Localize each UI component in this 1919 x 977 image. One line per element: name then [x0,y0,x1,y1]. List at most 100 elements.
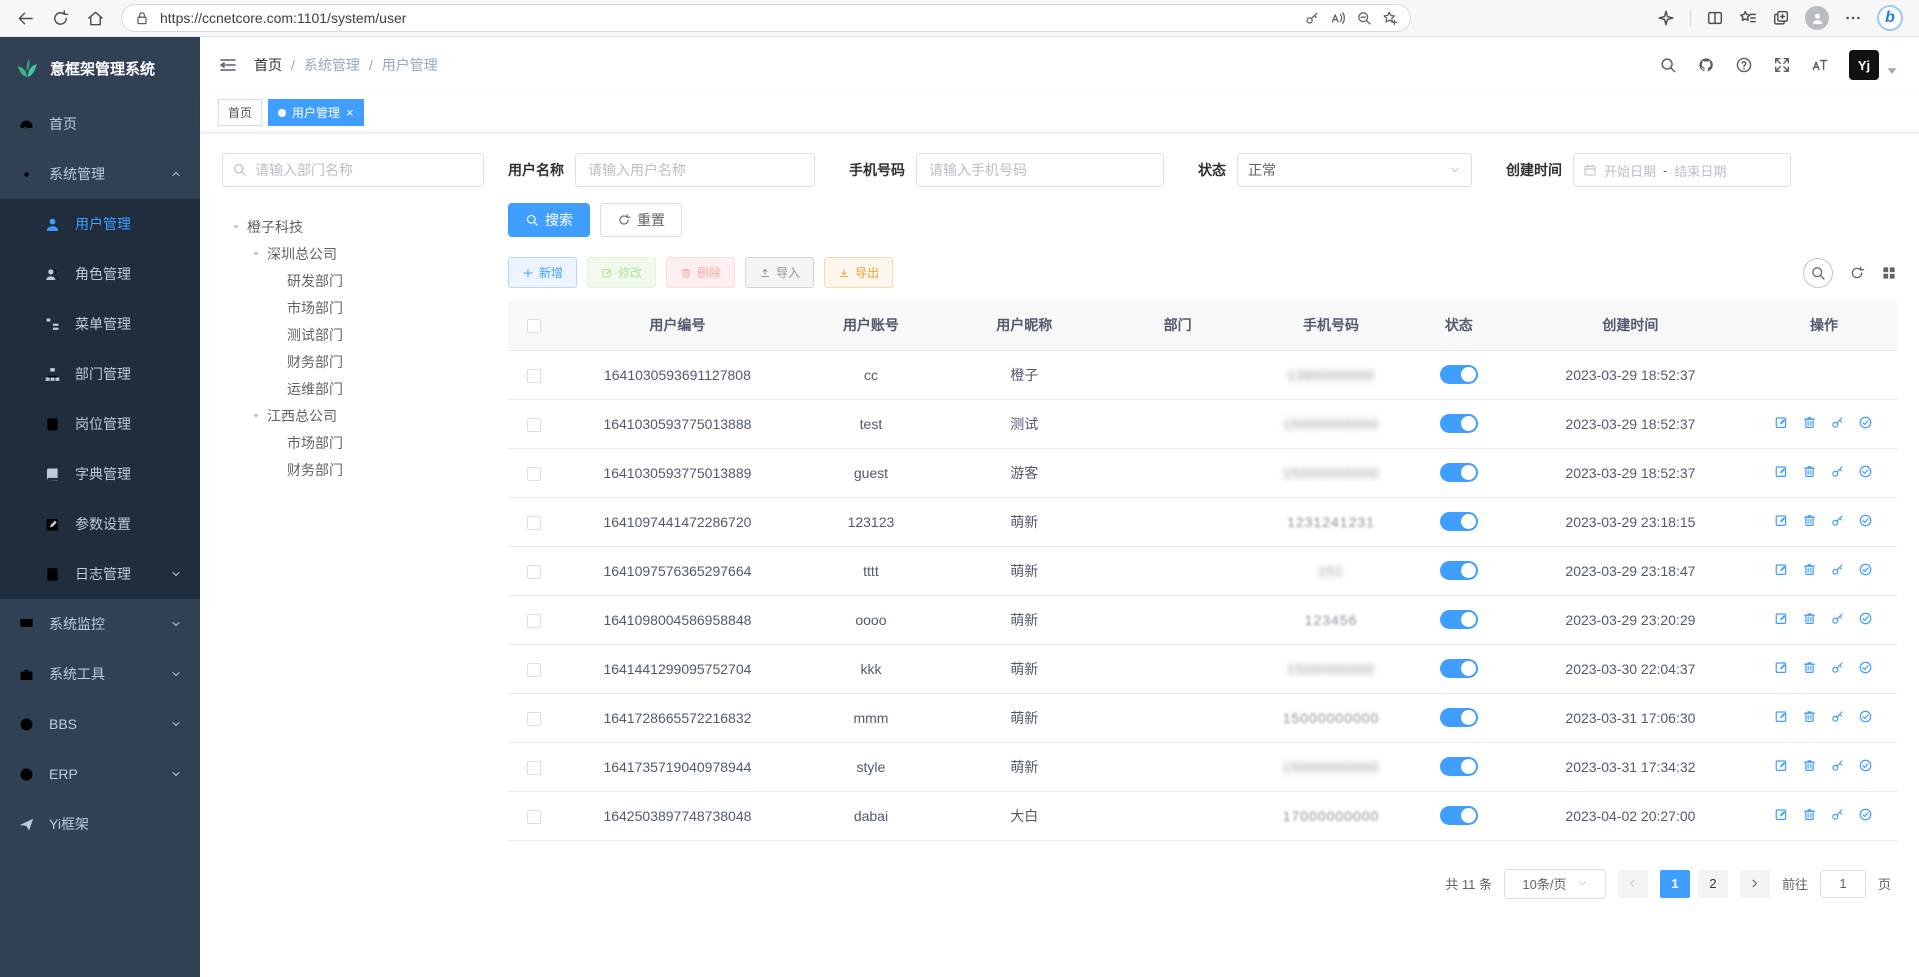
sidebar-item-系统工具[interactable]: 系统工具 [0,649,200,699]
status-select[interactable]: 正常 [1237,153,1472,187]
assign-role-icon[interactable] [1858,513,1873,528]
sidebar-item-用户管理[interactable]: 用户管理 [0,199,200,249]
refresh-table-icon[interactable] [1849,265,1865,281]
row-checkbox[interactable] [527,613,542,628]
tree-node-财务部门[interactable]: 财务部门 [222,348,484,375]
sidebar-item-日志管理[interactable]: 日志管理 [0,549,200,599]
assign-role-icon[interactable] [1858,562,1873,577]
assign-role-icon[interactable] [1858,611,1873,626]
split-screen-icon[interactable] [1706,9,1724,27]
edit-row-icon[interactable] [1774,611,1789,626]
search-toggle-icon[interactable] [1803,257,1833,288]
more-menu-icon[interactable] [1844,9,1862,27]
tab-user-management[interactable]: 用户管理 × [268,99,364,126]
close-tab-icon[interactable]: × [346,105,354,120]
sidebar-item-ERP[interactable]: ERP [0,749,200,799]
username-input[interactable] [575,153,815,187]
row-checkbox[interactable] [527,662,542,677]
date-end-placeholder[interactable]: 结束日期 [1674,163,1727,179]
delete-row-icon[interactable] [1802,611,1817,626]
edit-row-icon[interactable] [1774,562,1789,577]
row-checkbox[interactable] [527,711,542,726]
assign-role-icon[interactable] [1858,709,1873,724]
user-avatar[interactable]: Yj [1849,50,1879,80]
goto-page-input[interactable] [1819,869,1866,898]
row-checkbox[interactable] [527,564,542,579]
status-toggle[interactable] [1439,757,1478,776]
breadcrumb-home[interactable]: 首页 [254,57,282,73]
reset-password-icon[interactable] [1830,758,1845,773]
add-button[interactable]: 新增 [508,257,578,288]
assign-role-icon[interactable] [1858,807,1873,822]
tree-node-深圳总公司[interactable]: 深圳总公司 [222,240,484,267]
url-text[interactable]: https://ccnetcore.com:1101/system/user [160,10,407,26]
read-aloud-icon[interactable] [1330,10,1346,26]
tree-node-江西总公司[interactable]: 江西总公司 [222,402,484,429]
password-key-icon[interactable] [1304,10,1320,26]
edit-row-icon[interactable] [1774,660,1789,675]
sidebar-item-Yi框架[interactable]: Yi框架 [0,799,200,849]
browser-profile-avatar[interactable] [1805,6,1829,30]
reset-password-icon[interactable] [1830,464,1845,479]
tree-node-测试部门[interactable]: 测试部门 [222,321,484,348]
tree-node-市场部门[interactable]: 市场部门 [222,294,484,321]
shield-sparkle-icon[interactable] [1657,9,1675,27]
dept-search-input[interactable] [222,153,484,187]
sidebar-toggle-icon[interactable] [218,55,238,75]
phone-input[interactable] [916,153,1164,187]
tree-node-橙子科技[interactable]: 橙子科技 [222,213,484,240]
select-all-checkbox[interactable] [527,319,542,334]
browser-refresh-button[interactable] [51,9,70,28]
search-button[interactable]: 搜索 [508,203,590,237]
tree-node-运维部门[interactable]: 运维部门 [222,375,484,402]
page-button-1[interactable]: 1 [1659,869,1690,898]
column-settings-icon[interactable] [1881,265,1897,281]
export-button[interactable]: 导出 [824,257,894,288]
fullscreen-icon[interactable] [1773,56,1791,74]
sidebar-item-系统监控[interactable]: 系统监控 [0,599,200,649]
prev-page-button[interactable] [1617,869,1648,898]
address-bar[interactable]: https://ccnetcore.com:1101/system/user [121,4,1411,32]
edit-row-icon[interactable] [1774,758,1789,773]
sidebar-item-字典管理[interactable]: 字典管理 [0,449,200,499]
edit-row-icon[interactable] [1774,807,1789,822]
edit-row-icon[interactable] [1774,415,1789,430]
sidebar-item-岗位管理[interactable]: 岗位管理 [0,399,200,449]
reset-password-icon[interactable] [1830,660,1845,675]
sidebar-item-BBS[interactable]: BBS [0,699,200,749]
bing-copilot-icon[interactable]: b [1877,5,1903,31]
delete-row-icon[interactable] [1802,513,1817,528]
reset-password-icon[interactable] [1830,562,1845,577]
delete-row-icon[interactable] [1802,758,1817,773]
delete-row-icon[interactable] [1802,415,1817,430]
assign-role-icon[interactable] [1858,415,1873,430]
sidebar-item-系统管理[interactable]: 系统管理 [0,149,200,199]
sidebar-item-菜单管理[interactable]: 菜单管理 [0,299,200,349]
breadcrumb-system[interactable]: 系统管理 [303,57,360,73]
favorites-list-icon[interactable] [1739,9,1757,27]
reset-password-icon[interactable] [1830,709,1845,724]
status-toggle[interactable] [1439,512,1478,531]
browser-back-button[interactable] [16,9,35,28]
tree-node-市场部门[interactable]: 市场部门 [222,429,484,456]
reset-button[interactable]: 重置 [600,203,682,237]
row-checkbox[interactable] [527,760,542,775]
status-toggle[interactable] [1439,708,1478,727]
sidebar-item-角色管理[interactable]: 角色管理 [0,249,200,299]
edit-row-icon[interactable] [1774,464,1789,479]
status-toggle[interactable] [1439,463,1478,482]
sidebar-item-首页[interactable]: 首页 [0,99,200,149]
browser-home-button[interactable] [86,9,105,28]
delete-row-icon[interactable] [1802,807,1817,822]
tree-node-研发部门[interactable]: 研发部门 [222,267,484,294]
sidebar-item-部门管理[interactable]: 部门管理 [0,349,200,399]
page-size-select[interactable]: 10条/页 [1503,868,1606,899]
user-avatar-menu[interactable]: Yj [1849,50,1901,80]
delete-button[interactable]: 删除 [666,257,736,288]
tree-node-财务部门[interactable]: 财务部门 [222,456,484,483]
page-button-2[interactable]: 2 [1697,869,1728,898]
assign-role-icon[interactable] [1858,660,1873,675]
sidebar-item-参数设置[interactable]: 参数设置 [0,499,200,549]
row-checkbox[interactable] [527,368,542,383]
edit-row-icon[interactable] [1774,709,1789,724]
